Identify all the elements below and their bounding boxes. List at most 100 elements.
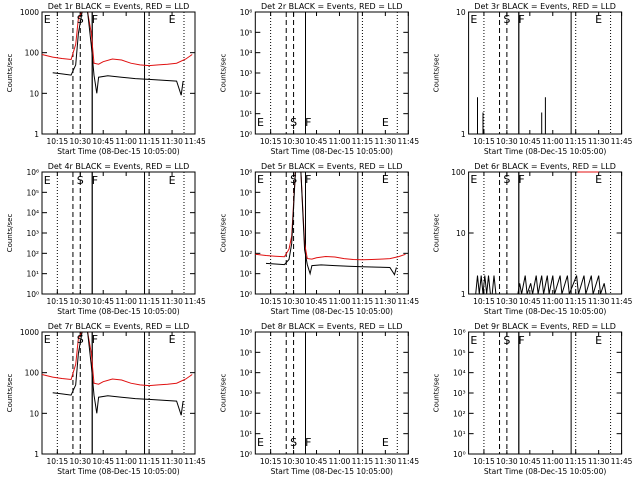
- y-tick-label: 10⁵: [26, 188, 39, 197]
- event-marker-e: E: [169, 13, 176, 26]
- x-tick-label: 11:30: [161, 297, 183, 306]
- event-marker-f: F: [305, 436, 311, 449]
- x-tick-label: 11:00: [329, 457, 351, 466]
- x-tick-label: 10:45: [519, 297, 541, 306]
- y-tick-label: 10⁴: [240, 49, 253, 58]
- y-tick-label: 10⁵: [453, 348, 466, 357]
- y-axis-label: Counts/sec: [219, 214, 227, 253]
- y-axis-label: Counts/sec: [6, 54, 14, 93]
- x-tick-label: 10:15: [473, 137, 495, 146]
- y-tick-label: 10¹: [453, 430, 466, 439]
- x-tick-label: 11:30: [588, 137, 610, 146]
- panel-det-1r: Det 1r BLACK = Events, RED = LLD 10:15 10:…: [6, 2, 206, 156]
- y-tick-label: 10⁰: [26, 290, 39, 299]
- y-tick-label: 100: [451, 168, 466, 177]
- event-marker-e: E: [595, 13, 602, 26]
- y-tick-label: 10²: [453, 409, 466, 418]
- x-tick-label: 11:00: [115, 457, 137, 466]
- y-tick-label: 10³: [240, 69, 253, 78]
- y-tick-label: 1: [34, 130, 39, 139]
- x-tick-label: 11:15: [138, 297, 160, 306]
- x-tick-label: 11:15: [352, 297, 374, 306]
- y-tick-label: 10⁰: [240, 290, 253, 299]
- y-tick-label: 100: [25, 49, 40, 58]
- y-tick-label: 10⁵: [240, 348, 253, 357]
- panel-title: Det 9r BLACK = Events, RED = LLD: [474, 322, 616, 331]
- event-marker-s: S: [503, 13, 510, 26]
- y-tick-label: 10²: [240, 249, 253, 258]
- x-axis-label: Start Time (08-Dec-15 10:05:00): [484, 467, 606, 476]
- event-marker-e: E: [257, 116, 264, 129]
- series-events: [265, 171, 397, 276]
- x-tick-label: 11:30: [161, 137, 183, 146]
- event-marker-s: S: [290, 116, 297, 129]
- y-tick-label: 1: [34, 450, 39, 459]
- y-tick-label: 10: [456, 229, 466, 238]
- series-events: [475, 275, 607, 295]
- x-tick-label: 11:15: [138, 457, 160, 466]
- x-tick-label: 11:45: [397, 457, 419, 466]
- x-tick-label: 10:30: [69, 297, 91, 306]
- event-marker-f: F: [518, 173, 524, 186]
- x-tick-label: 11:30: [588, 457, 610, 466]
- x-tick-label: 11:15: [352, 137, 374, 146]
- y-tick-label: 10⁴: [453, 369, 466, 378]
- x-tick-label: 10:15: [473, 457, 495, 466]
- plot-frame: [41, 171, 196, 295]
- event-marker-e: E: [382, 116, 389, 129]
- x-tick-label: 11:30: [375, 137, 397, 146]
- plot-frame: [41, 331, 196, 455]
- x-tick-label: 11:30: [375, 297, 397, 306]
- x-tick-label: 11:45: [184, 297, 206, 306]
- x-axis-label: Start Time (08-Dec-15 10:05:00): [271, 307, 393, 316]
- x-tick-label: 10:45: [306, 297, 328, 306]
- event-marker-e: E: [44, 174, 51, 187]
- panel-title: Det 6r BLACK = Events, RED = LLD: [474, 162, 616, 171]
- event-marker-e: E: [44, 333, 51, 346]
- y-tick-label: 100: [25, 369, 40, 378]
- x-tick-label: 11:15: [352, 457, 374, 466]
- x-tick-label: 10:15: [473, 297, 495, 306]
- panel-title: Det 1r BLACK = Events, RED = LLD: [48, 2, 190, 11]
- y-axis-label: Counts/sec: [433, 54, 441, 93]
- y-tick-label: 10¹: [240, 110, 253, 119]
- event-marker-f: F: [92, 174, 98, 187]
- event-marker-f: F: [518, 334, 524, 347]
- y-tick-label: 10⁴: [240, 209, 253, 218]
- x-axis-label: Start Time (08-Dec-15 10:05:00): [57, 467, 179, 476]
- event-marker-s: S: [290, 173, 297, 186]
- event-marker-e: E: [257, 173, 264, 186]
- x-tick-label: 10:45: [306, 137, 328, 146]
- x-tick-label: 10:45: [306, 457, 328, 466]
- event-marker-s: S: [290, 436, 297, 449]
- x-tick-label: 10:15: [260, 137, 282, 146]
- y-tick-label: 1: [461, 290, 466, 299]
- x-tick-label: 11:15: [565, 457, 587, 466]
- y-tick-label: 10³: [240, 389, 253, 398]
- x-tick-label: 11:45: [397, 137, 419, 146]
- event-marker-e: E: [169, 333, 176, 346]
- x-tick-label: 10:15: [47, 297, 69, 306]
- y-tick-label: 10¹: [240, 270, 253, 279]
- x-tick-label: 10:30: [496, 137, 518, 146]
- x-tick-label: 11:30: [161, 457, 183, 466]
- y-axis-label: Counts/sec: [219, 374, 227, 413]
- x-tick-label: 10:30: [283, 137, 305, 146]
- x-tick-label: 11:00: [329, 137, 351, 146]
- panel-title: Det 8r BLACK = Events, RED = LLD: [261, 322, 403, 331]
- x-tick-label: 10:45: [92, 457, 114, 466]
- event-marker-s: S: [503, 334, 510, 347]
- event-marker-e: E: [595, 173, 602, 186]
- x-tick-label: 10:45: [92, 137, 114, 146]
- y-tick-label: 10²: [240, 409, 253, 418]
- y-axis-label: Counts/sec: [6, 374, 14, 413]
- y-tick-label: 10¹: [26, 270, 39, 279]
- x-tick-label: 10:30: [69, 457, 91, 466]
- y-tick-label: 10⁶: [453, 328, 466, 337]
- y-tick-label: 10³: [240, 229, 253, 238]
- x-tick-label: 10:15: [47, 137, 69, 146]
- y-tick-label: 10: [456, 8, 466, 17]
- event-marker-f: F: [92, 333, 98, 346]
